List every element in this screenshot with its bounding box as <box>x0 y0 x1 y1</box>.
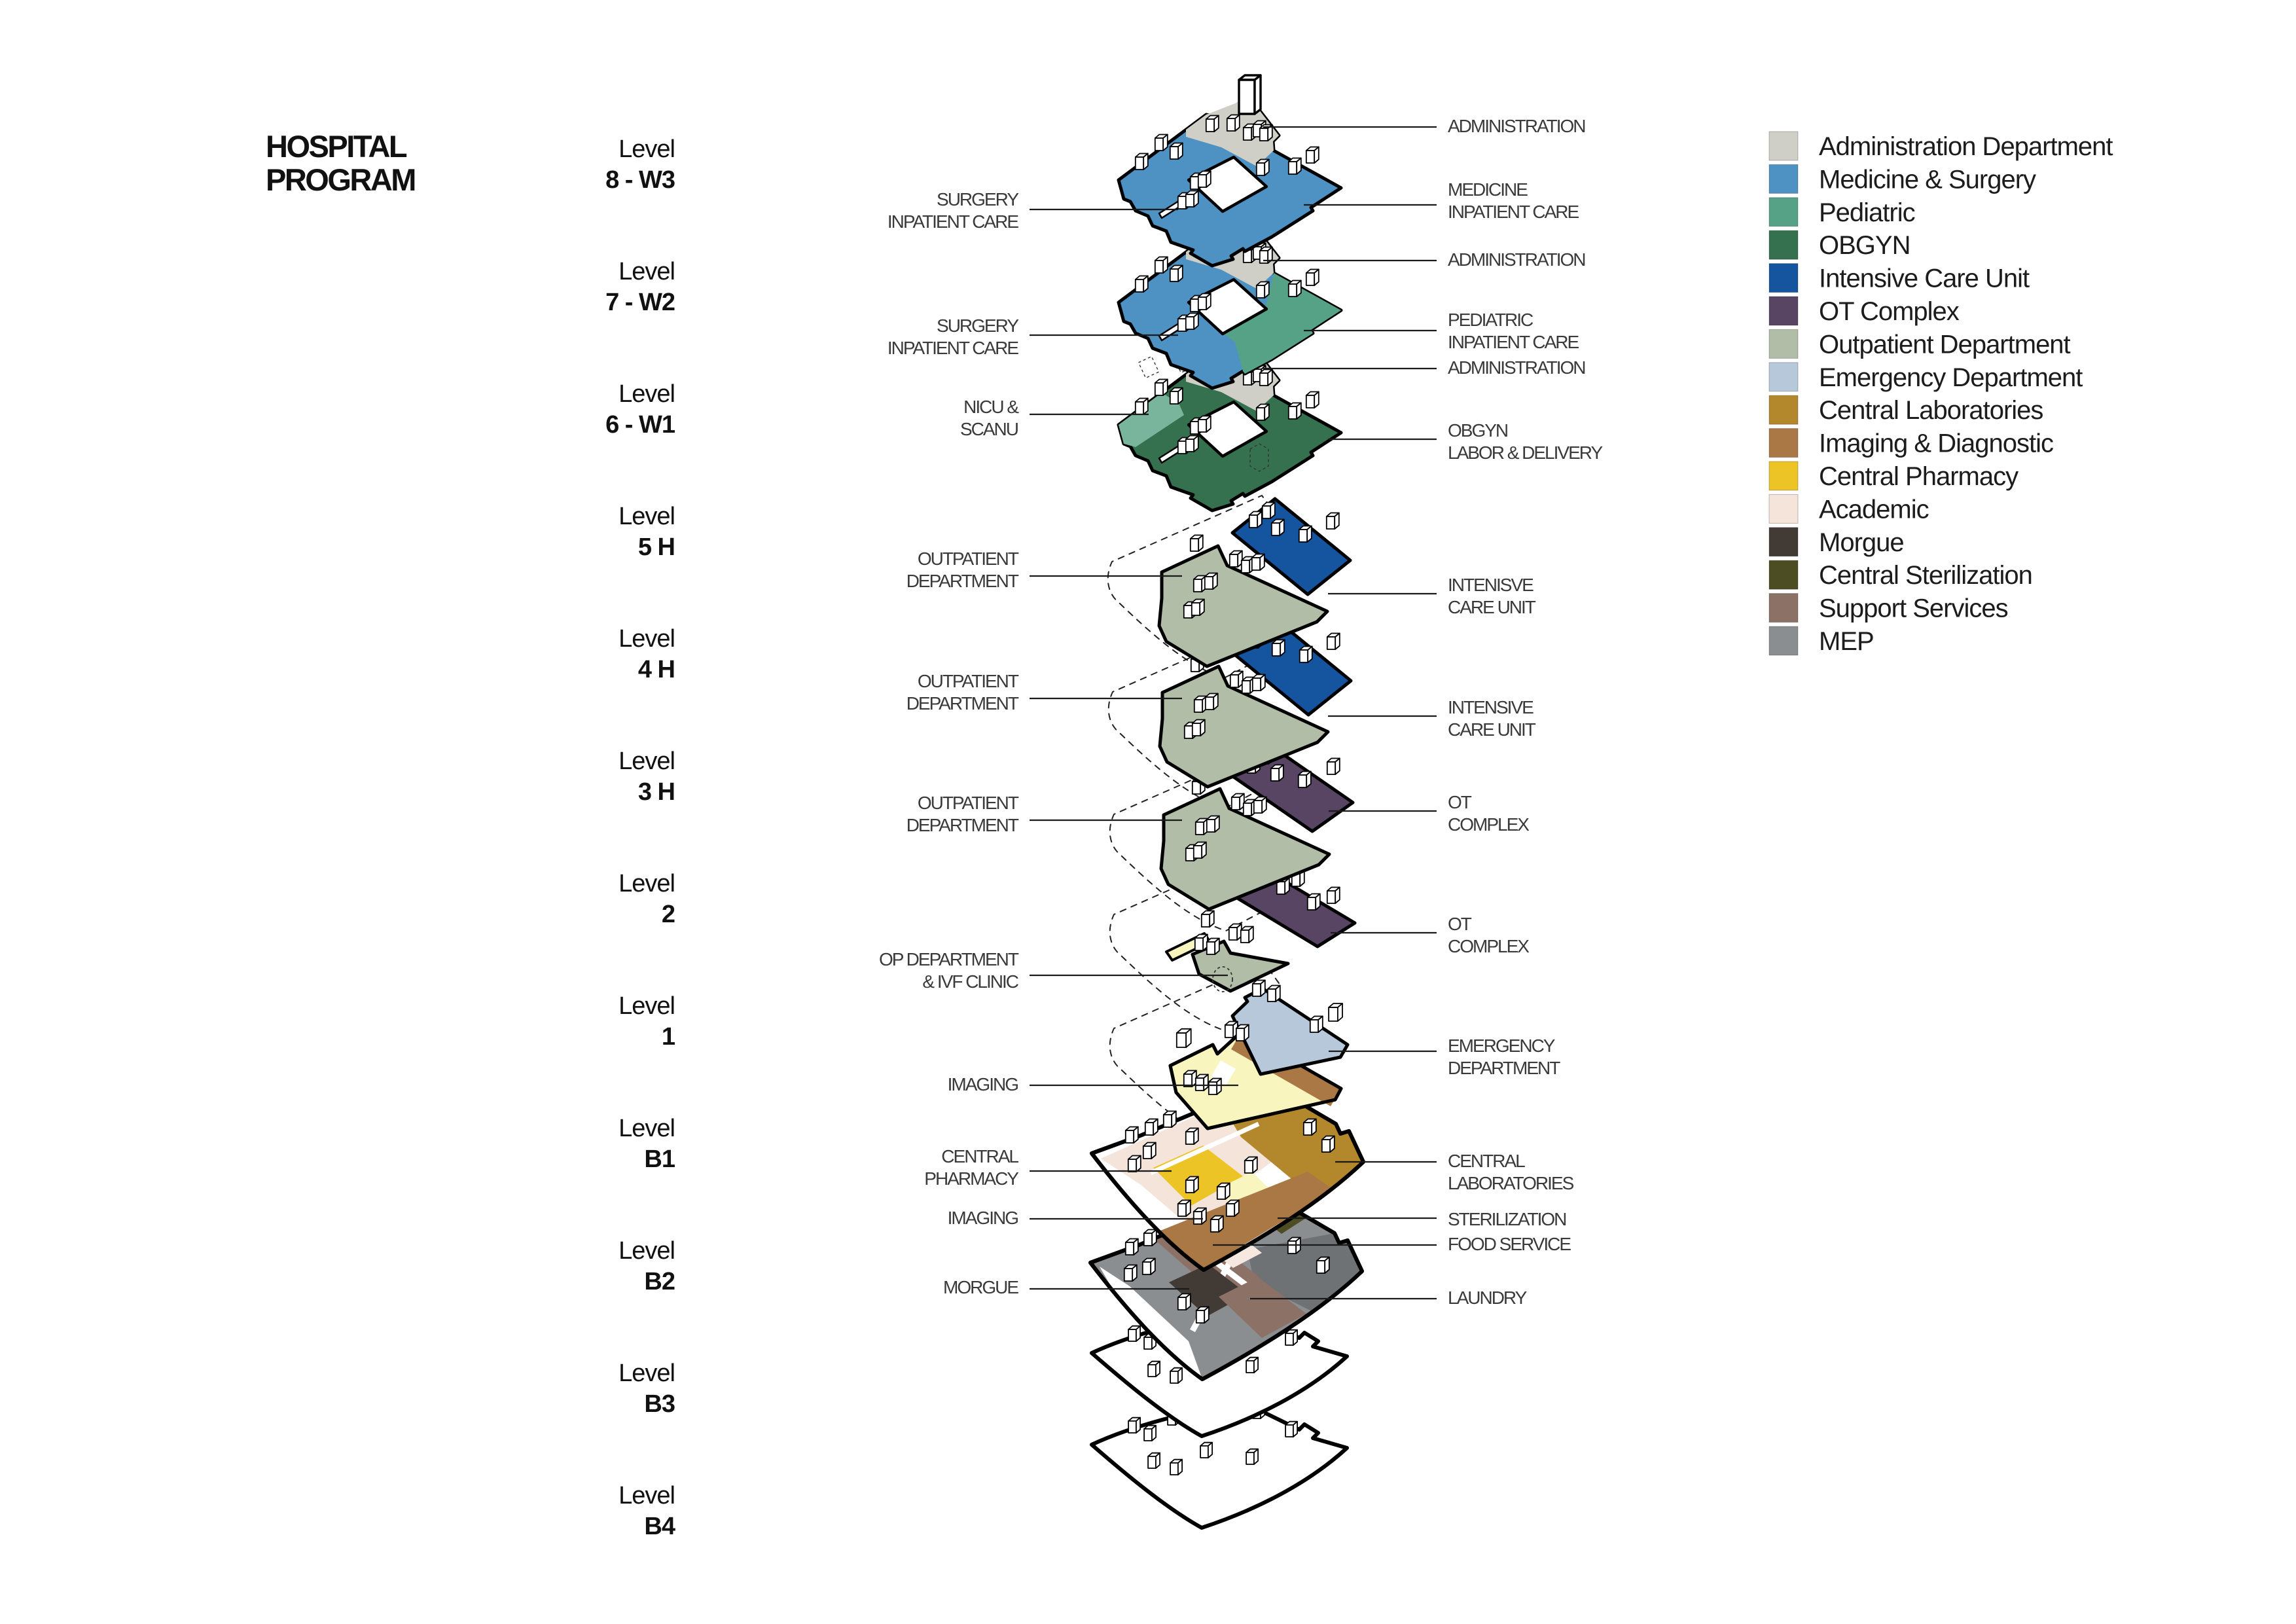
svg-text:Emergency Department: Emergency Department <box>1819 363 2083 392</box>
svg-text:Support Services: Support Services <box>1819 594 2008 623</box>
svg-text:3 H: 3 H <box>638 778 675 806</box>
svg-text:DEPARTMENT: DEPARTMENT <box>906 571 1019 591</box>
svg-text:OT Complex: OT Complex <box>1819 297 1960 326</box>
svg-text:8 - W3: 8 - W3 <box>605 166 675 194</box>
svg-text:B2: B2 <box>644 1268 675 1295</box>
svg-text:LABORATORIES: LABORATORIES <box>1448 1173 1574 1193</box>
svg-text:IMAGING: IMAGING <box>948 1074 1018 1094</box>
svg-text:INPATIENT CARE: INPATIENT CARE <box>888 211 1018 232</box>
svg-text:OBGYN: OBGYN <box>1448 420 1507 441</box>
svg-text:SURGERY: SURGERY <box>937 316 1019 336</box>
svg-text:Level: Level <box>619 380 675 408</box>
svg-text:4 H: 4 H <box>638 656 675 683</box>
svg-text:B4: B4 <box>644 1513 675 1540</box>
svg-text:Level: Level <box>619 870 675 897</box>
svg-text:5 H: 5 H <box>638 533 675 561</box>
svg-text:PHARMACY: PHARMACY <box>924 1168 1019 1189</box>
svg-text:OP DEPARTMENT: OP DEPARTMENT <box>879 949 1019 969</box>
svg-text:DEPARTMENT: DEPARTMENT <box>906 693 1019 713</box>
svg-text:Pediatric: Pediatric <box>1819 198 1915 227</box>
svg-text:NICU &: NICU & <box>963 397 1019 417</box>
svg-text:Level: Level <box>619 1360 675 1387</box>
svg-text:ADMINISTRATION: ADMINISTRATION <box>1448 116 1585 136</box>
svg-text:Level: Level <box>619 135 675 163</box>
svg-text:CARE UNIT: CARE UNIT <box>1448 719 1536 740</box>
svg-text:Level: Level <box>619 1115 675 1142</box>
svg-text:CENTRAL: CENTRAL <box>1448 1151 1525 1171</box>
svg-text:MEDICINE: MEDICINE <box>1448 179 1528 200</box>
svg-text:Intensive Care Unit: Intensive Care Unit <box>1819 264 2030 293</box>
svg-text:ADMINISTRATION: ADMINISTRATION <box>1448 357 1585 378</box>
svg-text:Level: Level <box>619 503 675 530</box>
svg-text:PROGRAM: PROGRAM <box>266 162 415 197</box>
svg-text:& IVF CLINIC: & IVF CLINIC <box>922 971 1018 992</box>
svg-text:OUTPATIENT: OUTPATIENT <box>918 671 1019 691</box>
svg-text:INTENISVE: INTENISVE <box>1448 575 1534 595</box>
svg-text:INTENSIVE: INTENSIVE <box>1448 697 1534 717</box>
svg-text:2: 2 <box>662 901 675 928</box>
svg-text:Level: Level <box>619 1482 675 1509</box>
svg-text:Central Laboratories: Central Laboratories <box>1819 396 2043 425</box>
svg-text:B1: B1 <box>644 1146 675 1173</box>
svg-text:Outpatient Department: Outpatient Department <box>1819 330 2071 359</box>
svg-text:CARE UNIT: CARE UNIT <box>1448 597 1536 617</box>
svg-text:Central Sterilization: Central Sterilization <box>1819 561 2032 590</box>
svg-text:7 - W2: 7 - W2 <box>605 289 675 316</box>
svg-text:DEPARTMENT: DEPARTMENT <box>906 815 1019 835</box>
svg-text:Central Pharmacy: Central Pharmacy <box>1819 462 2018 491</box>
svg-text:Level: Level <box>619 992 675 1020</box>
svg-text:LAUNDRY: LAUNDRY <box>1448 1288 1528 1308</box>
svg-text:Morgue: Morgue <box>1819 528 1904 557</box>
svg-text:CENTRAL: CENTRAL <box>941 1146 1018 1166</box>
svg-text:ADMINISTRATION: ADMINISTRATION <box>1448 249 1585 270</box>
svg-text:LABOR & DELIVERY: LABOR & DELIVERY <box>1448 442 1603 463</box>
svg-text:Level: Level <box>619 1237 675 1265</box>
svg-text:OT: OT <box>1448 792 1472 812</box>
svg-text:Academic: Academic <box>1819 495 1929 524</box>
svg-text:MORGUE: MORGUE <box>943 1277 1018 1297</box>
svg-text:B3: B3 <box>644 1390 675 1418</box>
svg-text:Level: Level <box>619 258 675 285</box>
svg-text:INPATIENT CARE: INPATIENT CARE <box>1448 332 1579 352</box>
svg-text:6 - W1: 6 - W1 <box>605 411 675 439</box>
svg-text:PEDIATRIC: PEDIATRIC <box>1448 310 1534 330</box>
svg-text:INPATIENT CARE: INPATIENT CARE <box>1448 202 1579 222</box>
svg-text:INPATIENT CARE: INPATIENT CARE <box>888 338 1018 358</box>
svg-text:DEPARTMENT: DEPARTMENT <box>1448 1058 1560 1078</box>
svg-text:COMPLEX: COMPLEX <box>1448 814 1530 835</box>
svg-text:OUTPATIENT: OUTPATIENT <box>918 793 1019 813</box>
svg-text:FOOD SERVICE: FOOD SERVICE <box>1448 1234 1571 1254</box>
svg-text:Level: Level <box>619 625 675 653</box>
svg-text:OUTPATIENT: OUTPATIENT <box>918 549 1019 569</box>
svg-text:Imaging & Diagnostic: Imaging & Diagnostic <box>1819 429 2053 458</box>
svg-text:COMPLEX: COMPLEX <box>1448 936 1530 956</box>
svg-text:Medicine & Surgery: Medicine & Surgery <box>1819 165 2036 194</box>
svg-text:OT: OT <box>1448 914 1472 934</box>
svg-text:HOSPITAL: HOSPITAL <box>266 129 407 164</box>
svg-text:MEP: MEP <box>1819 627 1874 656</box>
svg-text:SCANU: SCANU <box>960 419 1018 439</box>
svg-text:SURGERY: SURGERY <box>937 189 1019 209</box>
svg-text:OBGYN: OBGYN <box>1819 231 1910 260</box>
svg-text:IMAGING: IMAGING <box>948 1208 1018 1228</box>
svg-text:Administration Department: Administration Department <box>1819 132 2113 161</box>
svg-text:EMERGENCY: EMERGENCY <box>1448 1036 1556 1056</box>
svg-text:STERILIZATION: STERILIZATION <box>1448 1209 1566 1229</box>
svg-text:1: 1 <box>662 1023 675 1051</box>
svg-text:Level: Level <box>619 748 675 775</box>
